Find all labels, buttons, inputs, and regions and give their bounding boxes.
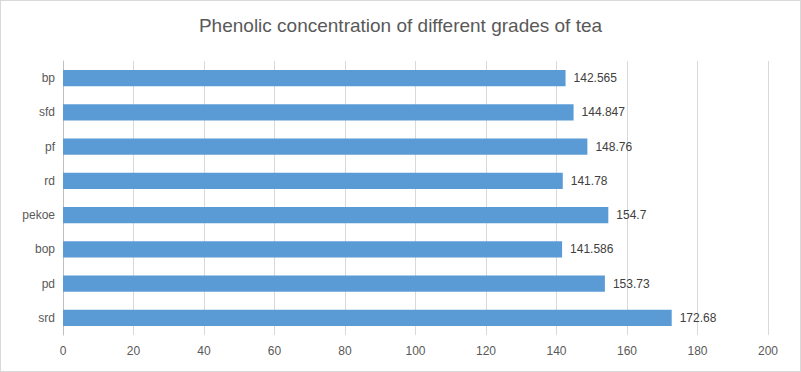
svg-text:pekoe: pekoe <box>22 208 55 222</box>
svg-text:144.847: 144.847 <box>582 105 626 119</box>
svg-text:200: 200 <box>758 344 778 358</box>
svg-text:180: 180 <box>687 344 707 358</box>
svg-text:120: 120 <box>476 344 496 358</box>
svg-text:80: 80 <box>338 344 352 358</box>
svg-text:pf: pf <box>45 140 56 154</box>
svg-text:rd: rd <box>44 174 55 188</box>
svg-text:srd: srd <box>38 311 55 325</box>
svg-text:Phenolic concentration of diff: Phenolic concentration of different grad… <box>199 15 603 36</box>
svg-text:153.73: 153.73 <box>613 277 650 291</box>
svg-text:172.68: 172.68 <box>680 311 717 325</box>
svg-text:142.565: 142.565 <box>574 71 618 85</box>
svg-text:0: 0 <box>60 344 67 358</box>
svg-text:bp: bp <box>42 71 56 85</box>
svg-text:100: 100 <box>405 344 425 358</box>
svg-text:20: 20 <box>127 344 141 358</box>
svg-text:bop: bop <box>35 242 55 256</box>
svg-text:154.7: 154.7 <box>616 208 646 222</box>
svg-text:141.78: 141.78 <box>571 174 608 188</box>
svg-text:148.76: 148.76 <box>595 140 632 154</box>
svg-text:pd: pd <box>42 277 55 291</box>
svg-text:140: 140 <box>546 344 566 358</box>
svg-text:60: 60 <box>268 344 282 358</box>
svg-text:40: 40 <box>197 344 211 358</box>
svg-text:sfd: sfd <box>39 105 55 119</box>
svg-text:160: 160 <box>617 344 637 358</box>
svg-text:141.586: 141.586 <box>570 242 614 256</box>
